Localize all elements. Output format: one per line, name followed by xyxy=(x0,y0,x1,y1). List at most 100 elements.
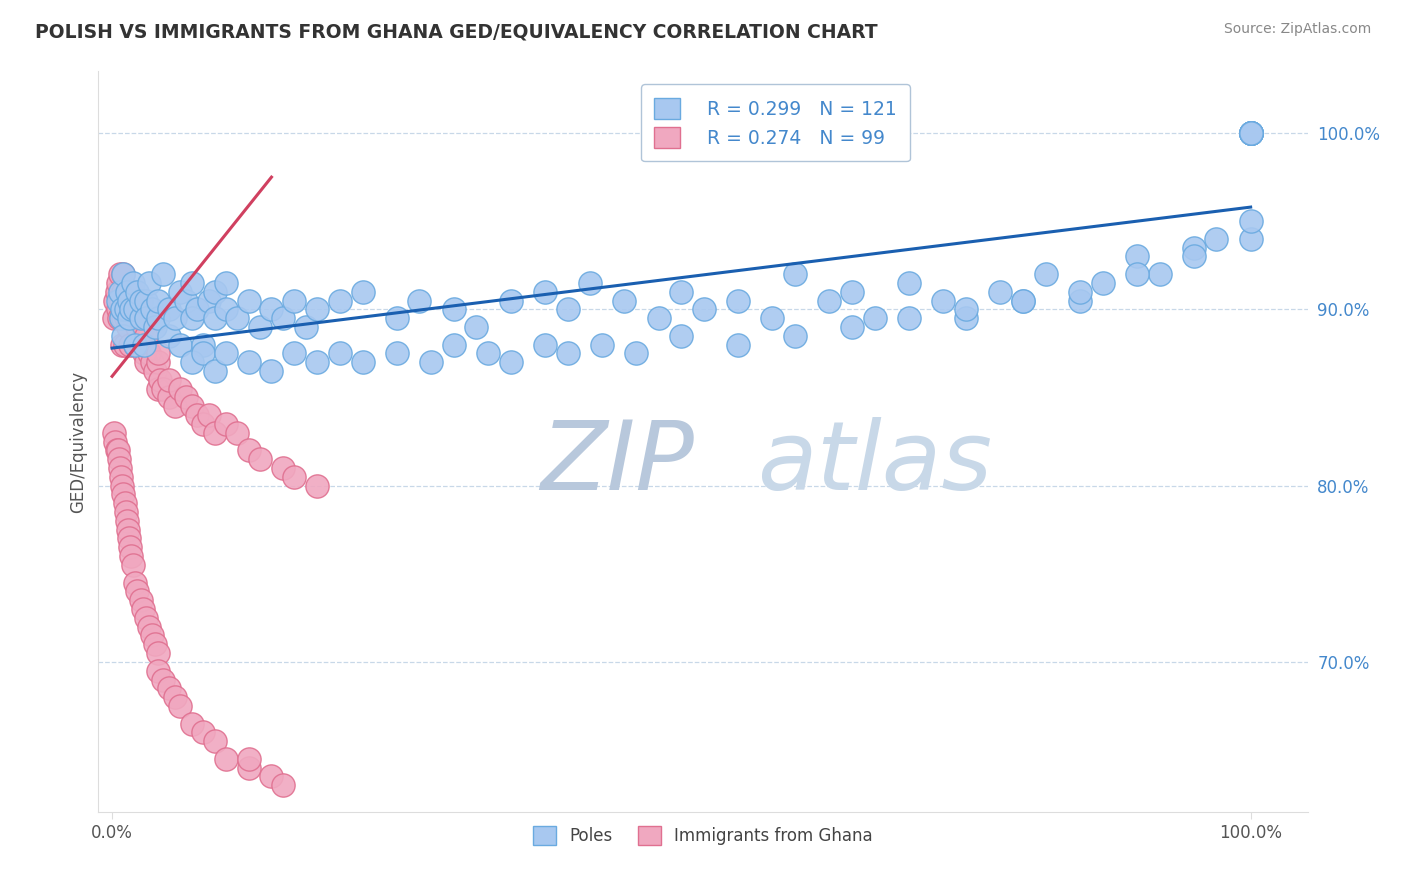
Point xyxy=(988,285,1011,299)
Point xyxy=(108,267,131,281)
Point xyxy=(105,285,128,299)
Point xyxy=(146,664,169,678)
Point xyxy=(115,514,138,528)
Point xyxy=(443,337,465,351)
Point xyxy=(108,452,131,467)
Point xyxy=(408,293,430,308)
Point xyxy=(163,690,186,705)
Point xyxy=(169,382,191,396)
Point xyxy=(238,761,260,775)
Point xyxy=(647,311,669,326)
Point xyxy=(204,285,226,299)
Text: Source: ZipAtlas.com: Source: ZipAtlas.com xyxy=(1223,22,1371,37)
Point xyxy=(138,346,160,360)
Point xyxy=(215,752,238,766)
Point xyxy=(419,355,441,369)
Point xyxy=(112,267,135,281)
Point xyxy=(671,285,693,299)
Point xyxy=(114,337,136,351)
Point xyxy=(114,311,136,326)
Point xyxy=(180,311,202,326)
Point xyxy=(117,320,139,334)
Point xyxy=(204,425,226,440)
Point xyxy=(1240,126,1263,140)
Point xyxy=(115,285,138,299)
Point xyxy=(110,311,132,326)
Point xyxy=(118,293,141,308)
Point xyxy=(557,302,579,317)
Point xyxy=(127,320,149,334)
Point xyxy=(110,293,132,308)
Point xyxy=(204,311,226,326)
Point xyxy=(112,328,135,343)
Point xyxy=(174,293,197,308)
Point xyxy=(105,443,128,458)
Point xyxy=(215,276,238,290)
Point xyxy=(863,311,886,326)
Point xyxy=(238,752,260,766)
Point xyxy=(671,328,693,343)
Point xyxy=(841,285,863,299)
Point xyxy=(1126,267,1149,281)
Point xyxy=(204,734,226,748)
Point xyxy=(111,478,134,492)
Point xyxy=(955,302,977,317)
Point xyxy=(103,311,125,326)
Point xyxy=(110,311,132,326)
Point xyxy=(841,320,863,334)
Point xyxy=(591,337,613,351)
Point xyxy=(152,267,174,281)
Point xyxy=(124,575,146,590)
Point xyxy=(132,320,155,334)
Point xyxy=(127,285,149,299)
Point xyxy=(114,302,136,317)
Point xyxy=(1240,126,1263,140)
Point xyxy=(579,276,602,290)
Point xyxy=(215,417,238,431)
Point xyxy=(1149,267,1171,281)
Point xyxy=(193,417,215,431)
Point xyxy=(108,293,131,308)
Point xyxy=(146,382,169,396)
Point xyxy=(260,302,283,317)
Point xyxy=(174,391,197,405)
Point xyxy=(108,285,131,299)
Point xyxy=(533,337,555,351)
Point xyxy=(1205,232,1227,246)
Point xyxy=(249,452,271,467)
Point xyxy=(110,470,132,484)
Point xyxy=(118,532,141,546)
Point xyxy=(112,311,135,326)
Point xyxy=(169,285,191,299)
Point xyxy=(1240,126,1263,140)
Point xyxy=(163,311,186,326)
Point xyxy=(157,373,180,387)
Point xyxy=(693,302,716,317)
Point xyxy=(898,311,921,326)
Point xyxy=(499,355,522,369)
Point xyxy=(118,293,141,308)
Point xyxy=(107,302,129,317)
Point xyxy=(115,293,138,308)
Point xyxy=(157,302,180,317)
Point xyxy=(129,293,152,308)
Point xyxy=(271,461,294,475)
Point xyxy=(127,584,149,599)
Point xyxy=(898,276,921,290)
Point xyxy=(193,725,215,739)
Point xyxy=(114,302,136,317)
Point xyxy=(352,285,374,299)
Point xyxy=(135,355,157,369)
Point xyxy=(818,293,841,308)
Point xyxy=(141,302,163,317)
Point xyxy=(186,408,208,422)
Point xyxy=(385,311,408,326)
Point xyxy=(107,443,129,458)
Point xyxy=(1240,214,1263,228)
Point xyxy=(117,523,139,537)
Point xyxy=(271,311,294,326)
Text: atlas: atlas xyxy=(758,417,993,510)
Point xyxy=(124,337,146,351)
Point xyxy=(1126,249,1149,263)
Point xyxy=(107,276,129,290)
